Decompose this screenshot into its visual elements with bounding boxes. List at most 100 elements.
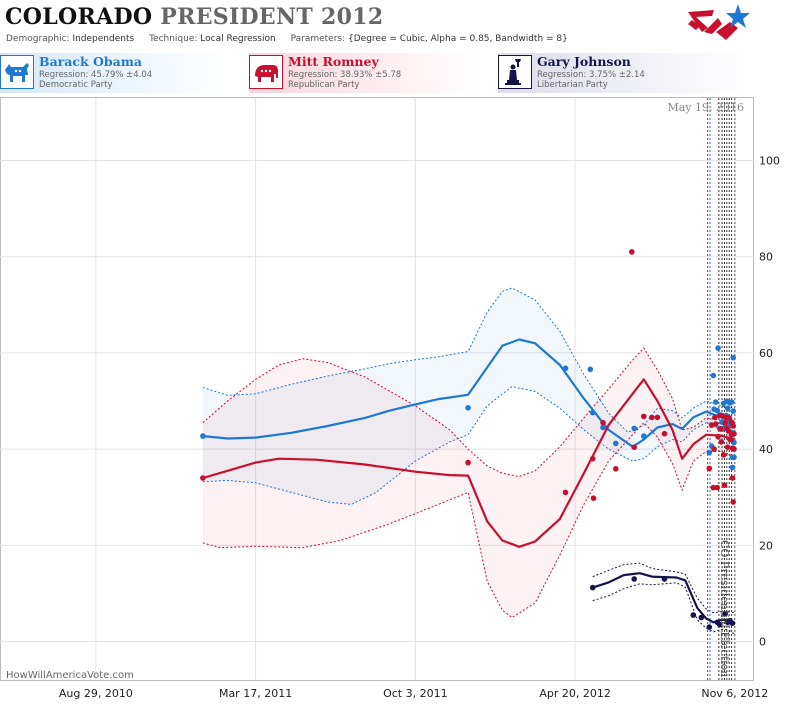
- poll-point: [562, 365, 569, 372]
- x-tick-label: Mar 17, 2011: [219, 687, 292, 700]
- y-tick-label: 60: [759, 347, 773, 360]
- poll-point: [714, 407, 721, 414]
- poll-point: [200, 475, 206, 481]
- poll-point: [712, 421, 719, 427]
- confidence-band: [202, 348, 735, 618]
- poll-point: [631, 444, 637, 451]
- title-rest: PRESIDENT 2012: [160, 4, 384, 30]
- poll-point: [587, 366, 594, 373]
- poll-point: [710, 372, 717, 379]
- poll-point: [716, 621, 723, 628]
- statue-of-liberty-icon: [498, 55, 532, 89]
- poll-point: [706, 624, 713, 630]
- poll-point: [649, 414, 655, 421]
- candidate-party: Libertarian Party: [537, 80, 608, 90]
- poll-point: [729, 464, 736, 471]
- axis-ticks: 0 20 40 60 80 100 Aug 29, 2010 Mar 17, 2011 Oct …: [59, 155, 780, 700]
- poll-point: [562, 489, 569, 496]
- demographic-label: Demographic:: [6, 34, 70, 44]
- plot-area: [0, 97, 754, 681]
- poll-point: [712, 399, 719, 405]
- poll-point: [641, 433, 647, 439]
- poll-point: [465, 405, 471, 411]
- trend-line: [592, 572, 736, 625]
- poll-point: [721, 482, 728, 489]
- poll-point: [613, 440, 619, 447]
- poll-point: [730, 499, 736, 505]
- poll-point: [730, 354, 736, 361]
- upper-bound-line: [592, 562, 735, 614]
- poll-point: [690, 612, 697, 618]
- candidate-name: Barack Obama: [39, 54, 143, 69]
- page-title: COLORADO PRESIDENT 2012: [5, 4, 383, 30]
- poll-point: [661, 430, 668, 437]
- legend-obama: Barack Obama Regression: 45.79% ±4.04 De…: [0, 53, 230, 93]
- poll-point: [706, 449, 713, 456]
- poll-point: [590, 495, 597, 502]
- poll-point: [710, 484, 717, 491]
- technique-label: Technique:: [149, 34, 198, 44]
- poll-point: [600, 419, 606, 426]
- poll-point: [715, 433, 721, 440]
- candidate-legend: Barack Obama Regression: 45.79% ±4.04 De…: [0, 53, 789, 95]
- poll-point: [589, 409, 596, 416]
- x-tick-label: Apr 20, 2012: [539, 687, 611, 700]
- poll-point: [629, 249, 635, 255]
- x-tick-label: Oct 3, 2011: [383, 687, 448, 700]
- event-label: CO Presidential Election: [718, 540, 731, 677]
- poll-point: [722, 610, 728, 617]
- parameters-value: {Degree = Cubic, Alpha = 0.85, Bandwidth…: [348, 34, 568, 44]
- poll-point: [726, 415, 732, 421]
- candidate-party: Republican Party: [288, 80, 360, 90]
- candidate-regression: Regression: 38.93% ±5.78: [288, 70, 402, 80]
- poll-point: [730, 408, 736, 414]
- x-tick-label: Nov 6, 2012: [701, 687, 768, 700]
- poll-point: [730, 423, 736, 429]
- poll-point: [631, 425, 637, 432]
- trend-lines: [202, 338, 736, 625]
- poll-point: [600, 424, 606, 431]
- donkey-icon: [0, 55, 34, 89]
- title-state: COLORADO: [5, 4, 153, 30]
- event-lines: [707, 98, 736, 680]
- lower-bound-line: [202, 421, 735, 619]
- poll-points: [200, 249, 737, 630]
- poll-point: [200, 433, 206, 439]
- poll-point: [729, 620, 736, 626]
- poll-point: [712, 414, 718, 421]
- x-tick-label: Aug 29, 2010: [59, 687, 133, 700]
- poll-point: [725, 428, 732, 434]
- demographic-value: Independents: [72, 34, 135, 44]
- poll-point: [722, 419, 728, 426]
- legend-johnson: Gary Johnson Regression: 3.75% ±2.14 Lib…: [498, 53, 748, 93]
- poll-point: [715, 345, 721, 351]
- poll-point: [731, 454, 737, 461]
- poll-point: [613, 466, 619, 472]
- technique-value: Local Regression: [200, 34, 276, 44]
- parameters-line: Demographic: Independents Technique: Loc…: [6, 34, 568, 44]
- candidate-name: Mitt Romney: [288, 54, 379, 69]
- confidence-band: [202, 288, 735, 505]
- poll-point: [720, 452, 727, 458]
- poll-point: [718, 439, 725, 445]
- candidate-party: Democratic Party: [39, 80, 113, 90]
- y-tick-label: 0: [759, 636, 766, 649]
- candidate-name: Gary Johnson: [537, 54, 631, 69]
- site-logo: [688, 4, 750, 40]
- poll-point: [731, 430, 737, 437]
- date-stamp: May 19, 2016: [667, 101, 744, 114]
- poll-point: [698, 614, 705, 621]
- watermark: HowWillAmericaVote.com: [6, 670, 134, 681]
- poll-point: [641, 413, 647, 420]
- lower-bound-line: [202, 386, 736, 505]
- parameters-label: Parameters:: [290, 34, 346, 44]
- poll-point: [661, 576, 668, 582]
- poll-point: [728, 399, 735, 405]
- poll-point: [729, 475, 736, 481]
- poll-point: [728, 436, 734, 443]
- poll-point: [717, 426, 724, 432]
- legend-romney: Mitt Romney Regression: 38.93% ±5.78 Rep…: [249, 53, 480, 93]
- y-tick-label: 80: [759, 251, 773, 264]
- poll-point: [724, 444, 731, 451]
- poll-point: [589, 455, 596, 462]
